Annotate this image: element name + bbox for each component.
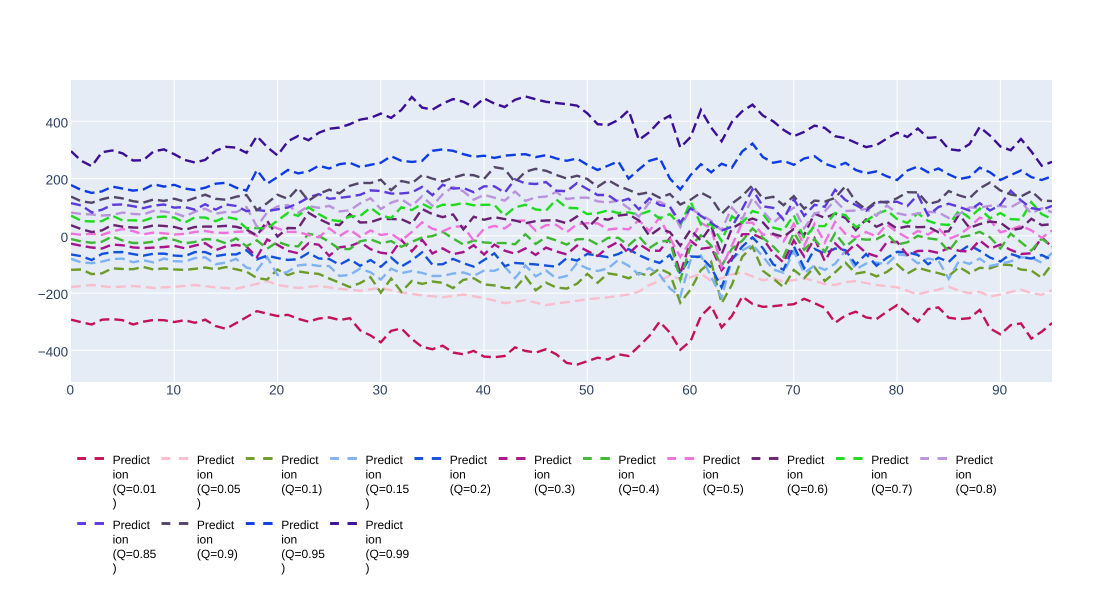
svg-text:ion: ion bbox=[281, 532, 297, 546]
svg-text:ion: ion bbox=[703, 467, 719, 481]
svg-text:0: 0 bbox=[66, 383, 74, 398]
svg-text:(Q=0.4): (Q=0.4) bbox=[618, 482, 659, 496]
svg-text:20: 20 bbox=[269, 383, 284, 398]
svg-text:0: 0 bbox=[61, 230, 69, 245]
svg-text:Predict: Predict bbox=[113, 518, 151, 532]
svg-text:Predict: Predict bbox=[956, 453, 994, 467]
svg-text:ion: ion bbox=[871, 467, 887, 481]
svg-text:ion: ion bbox=[956, 467, 972, 481]
svg-text:): ) bbox=[113, 496, 117, 510]
svg-text:Predict: Predict bbox=[534, 453, 572, 467]
svg-text:Predict: Predict bbox=[197, 453, 235, 467]
svg-text:ion: ion bbox=[534, 467, 550, 481]
svg-text:(Q=0.99: (Q=0.99 bbox=[366, 547, 410, 561]
svg-text:ion: ion bbox=[197, 467, 213, 481]
svg-text:ion: ion bbox=[113, 532, 129, 546]
svg-text:ion: ion bbox=[450, 467, 466, 481]
svg-text:Predict: Predict bbox=[366, 453, 404, 467]
svg-text:10: 10 bbox=[166, 383, 181, 398]
svg-text:(Q=0.05: (Q=0.05 bbox=[197, 482, 241, 496]
svg-text:Predict: Predict bbox=[113, 453, 151, 467]
svg-text:400: 400 bbox=[46, 115, 69, 130]
svg-text:ion: ion bbox=[618, 467, 634, 481]
svg-text:(Q=0.6): (Q=0.6) bbox=[787, 482, 828, 496]
svg-text:(Q=0.3): (Q=0.3) bbox=[534, 482, 575, 496]
svg-text:ion: ion bbox=[366, 467, 382, 481]
svg-text:80: 80 bbox=[889, 383, 904, 398]
svg-text:Predict: Predict bbox=[281, 453, 319, 467]
svg-text:(Q=0.85: (Q=0.85 bbox=[113, 547, 157, 561]
svg-text:40: 40 bbox=[476, 383, 491, 398]
svg-text:Predict: Predict bbox=[366, 518, 404, 532]
svg-text:Predict: Predict bbox=[197, 518, 235, 532]
svg-text:−200: −200 bbox=[38, 287, 68, 302]
svg-text:60: 60 bbox=[682, 383, 697, 398]
svg-text:Predict: Predict bbox=[787, 453, 825, 467]
svg-text:50: 50 bbox=[579, 383, 594, 398]
svg-text:): ) bbox=[197, 496, 201, 510]
svg-text:ion: ion bbox=[113, 467, 129, 481]
svg-text:(Q=0.95: (Q=0.95 bbox=[281, 547, 325, 561]
svg-text:(Q=0.8): (Q=0.8) bbox=[956, 482, 997, 496]
svg-text:70: 70 bbox=[785, 383, 800, 398]
svg-text:200: 200 bbox=[46, 173, 69, 188]
svg-text:Predict: Predict bbox=[618, 453, 656, 467]
svg-text:(Q=0.9): (Q=0.9) bbox=[197, 547, 238, 561]
svg-text:(Q=0.1): (Q=0.1) bbox=[281, 482, 322, 496]
svg-text:): ) bbox=[366, 561, 370, 575]
svg-text:90: 90 bbox=[992, 383, 1007, 398]
svg-text:(Q=0.2): (Q=0.2) bbox=[450, 482, 491, 496]
svg-text:): ) bbox=[281, 561, 285, 575]
svg-text:−400: −400 bbox=[38, 344, 68, 359]
svg-text:(Q=0.7): (Q=0.7) bbox=[871, 482, 912, 496]
svg-text:ion: ion bbox=[366, 532, 382, 546]
svg-text:(Q=0.01: (Q=0.01 bbox=[113, 482, 157, 496]
svg-text:(Q=0.5): (Q=0.5) bbox=[703, 482, 744, 496]
svg-text:): ) bbox=[366, 496, 370, 510]
svg-text:Predict: Predict bbox=[703, 453, 741, 467]
svg-text:ion: ion bbox=[281, 467, 297, 481]
svg-text:): ) bbox=[113, 561, 117, 575]
svg-text:ion: ion bbox=[787, 467, 803, 481]
svg-text:30: 30 bbox=[372, 383, 387, 398]
svg-text:Predict: Predict bbox=[450, 453, 488, 467]
svg-text:(Q=0.15: (Q=0.15 bbox=[366, 482, 410, 496]
svg-text:Predict: Predict bbox=[281, 518, 319, 532]
svg-text:Predict: Predict bbox=[871, 453, 909, 467]
svg-text:ion: ion bbox=[197, 532, 213, 546]
